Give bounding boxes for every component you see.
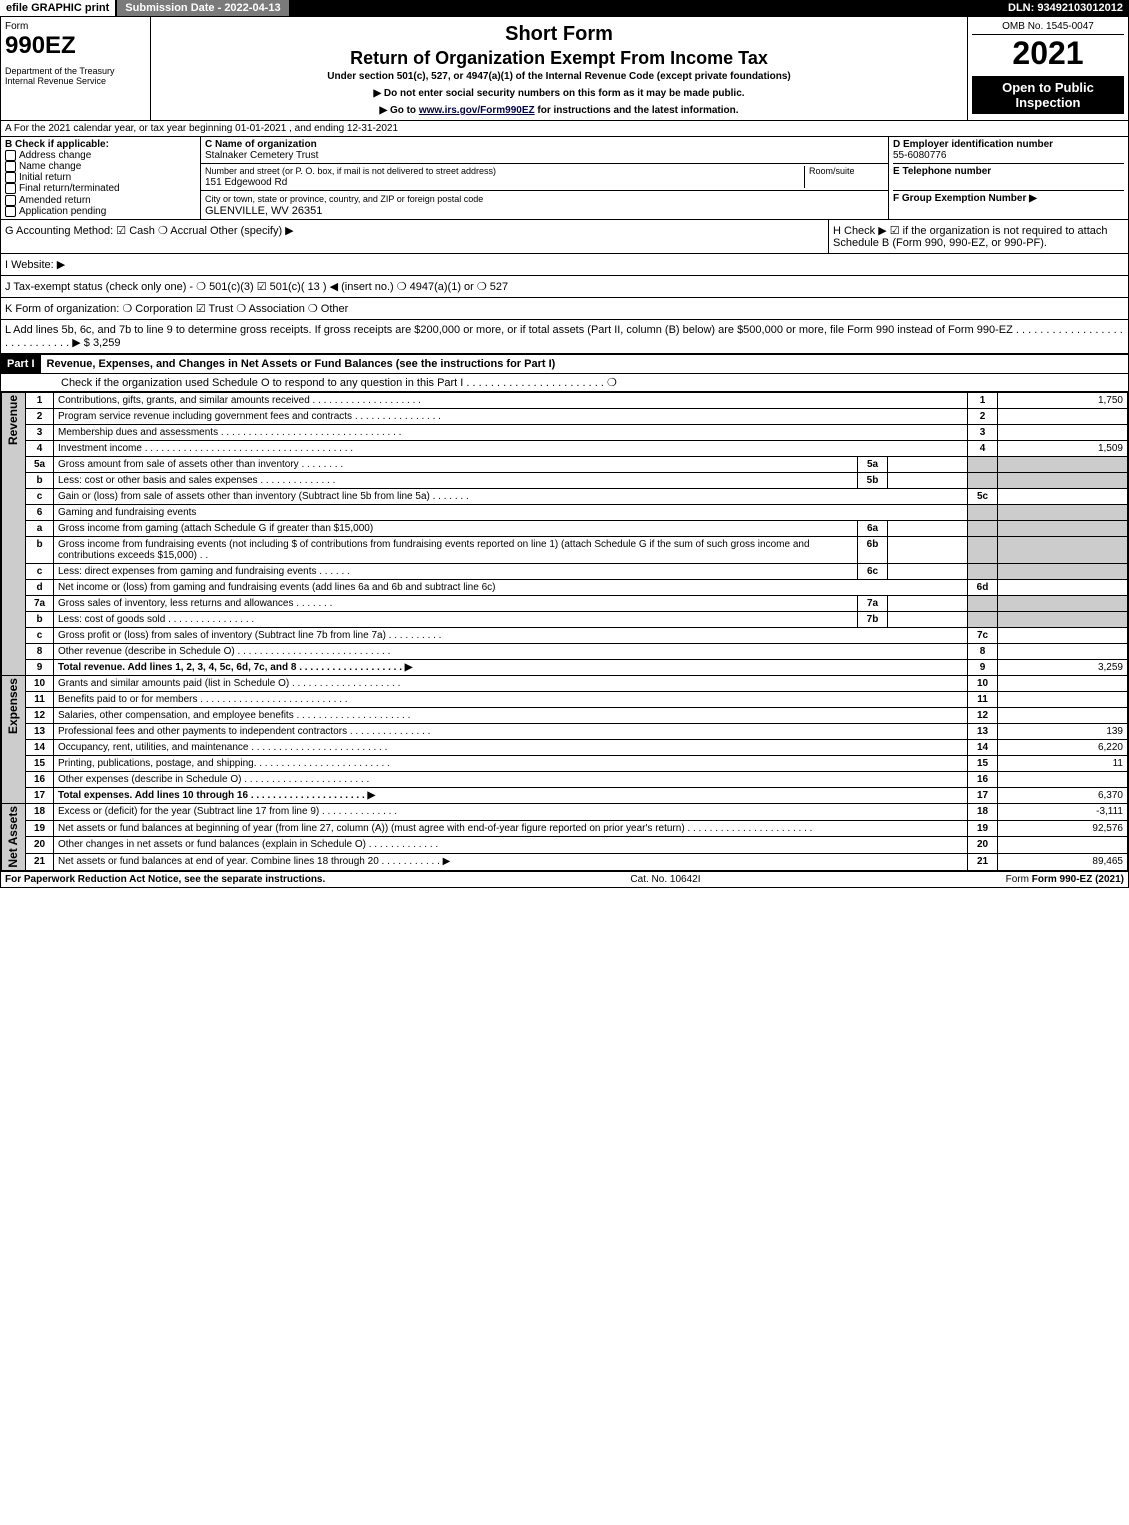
line-3: 3Membership dues and assessments . . . .… [2, 425, 1128, 441]
top-bar: efile GRAPHIC print Submission Date - 20… [0, 0, 1129, 16]
section-a: A For the 2021 calendar year, or tax yea… [1, 121, 1128, 137]
amount-2 [998, 409, 1128, 425]
line-6d: dNet income or (loss) from gaming and fu… [2, 580, 1128, 596]
irs-link[interactable]: www.irs.gov/Form990EZ [419, 105, 535, 116]
part1-header: Part I Revenue, Expenses, and Changes in… [1, 354, 1128, 374]
line-18: Net Assets18Excess or (deficit) for the … [2, 804, 1128, 821]
checkbox-address-change[interactable]: Address change [5, 150, 196, 161]
section-c: C Name of organization Stalnaker Cemeter… [201, 137, 888, 219]
section-h: H Check ▶ ☑ if the organization is not r… [828, 220, 1128, 253]
amount-1: 1,750 [998, 393, 1128, 409]
city: GLENVILLE, WV 26351 [205, 205, 322, 217]
subtitle: Under section 501(c), 527, or 4947(a)(1)… [155, 71, 963, 82]
part1-table: Revenue1Contributions, gifts, grants, an… [1, 392, 1128, 871]
section-j: J Tax-exempt status (check only one) - ❍… [1, 276, 1128, 298]
checkbox-application-pending[interactable]: Application pending [5, 206, 196, 217]
form-header: Form 990EZ Department of the Treasury In… [1, 17, 1128, 121]
amount-10 [998, 676, 1128, 692]
sections-bcdef: B Check if applicable: Address changeNam… [1, 137, 1128, 220]
side-net-assets: Net Assets [2, 804, 26, 871]
checkbox-amended-return[interactable]: Amended return [5, 195, 196, 206]
omb-number: OMB No. 1545-0047 [972, 21, 1124, 35]
amount-15: 11 [998, 756, 1128, 772]
sections-def: D Employer identification number 55-6080… [888, 137, 1128, 219]
line-20: 20Other changes in net assets or fund ba… [2, 837, 1128, 854]
line-9: 9Total revenue. Add lines 1, 2, 3, 4, 5c… [2, 660, 1128, 676]
form-code: 990EZ [5, 32, 146, 60]
checkbox-name-change[interactable]: Name change [5, 161, 196, 172]
amount-16 [998, 772, 1128, 788]
section-i: I Website: ▶ [1, 254, 1128, 276]
line-2: 2Program service revenue including gover… [2, 409, 1128, 425]
submission-date: Submission Date - 2022-04-13 [115, 0, 290, 16]
tax-year: 2021 [972, 35, 1124, 72]
ein: 55-6080776 [893, 150, 946, 161]
side-revenue: Revenue [2, 393, 26, 676]
line-10: Expenses10Grants and similar amounts pai… [2, 676, 1128, 692]
amount-11 [998, 692, 1128, 708]
amount-8 [998, 644, 1128, 660]
section-l: L Add lines 5b, 6c, and 7b to line 9 to … [1, 320, 1128, 354]
line-5c: cGain or (loss) from sale of assets othe… [2, 489, 1128, 505]
line-21: 21Net assets or fund balances at end of … [2, 853, 1128, 870]
line-4: 4Investment income . . . . . . . . . . .… [2, 441, 1128, 457]
amount-9: 3,259 [998, 660, 1128, 676]
efile-label[interactable]: efile GRAPHIC print [0, 0, 115, 16]
section-k: K Form of organization: ❍ Corporation ☑ … [1, 298, 1128, 320]
line-12: 12Salaries, other compensation, and empl… [2, 708, 1128, 724]
line-7c: cGross profit or (loss) from sales of in… [2, 628, 1128, 644]
line-7b: bLess: cost of goods sold . . . . . . . … [2, 612, 1128, 628]
amount-20 [998, 837, 1128, 854]
line-7a: 7aGross sales of inventory, less returns… [2, 596, 1128, 612]
line-1: Revenue1Contributions, gifts, grants, an… [2, 393, 1128, 409]
note-ssn: ▶ Do not enter social security numbers o… [155, 88, 963, 99]
line-16: 16Other expenses (describe in Schedule O… [2, 772, 1128, 788]
line-6: 6Gaming and fundraising events [2, 505, 1128, 521]
line-8: 8Other revenue (describe in Schedule O) … [2, 644, 1128, 660]
amount-6d [998, 580, 1128, 596]
amount-12 [998, 708, 1128, 724]
line-15: 15Printing, publications, postage, and s… [2, 756, 1128, 772]
section-g: G Accounting Method: ☑ Cash ❍ Accrual Ot… [1, 220, 828, 253]
inspection-badge: Open to Public Inspection [972, 76, 1124, 114]
title-return: Return of Organization Exempt From Incom… [155, 48, 963, 69]
amount-14: 6,220 [998, 740, 1128, 756]
line-14: 14Occupancy, rent, utilities, and mainte… [2, 740, 1128, 756]
dln: DLN: 93492103012012 [1002, 0, 1129, 16]
side-expenses: Expenses [2, 676, 26, 804]
amount-21: 89,465 [998, 853, 1128, 870]
line-17: 17Total expenses. Add lines 10 through 1… [2, 788, 1128, 804]
street: 151 Edgewood Rd [205, 177, 287, 188]
line-19: 19Net assets or fund balances at beginni… [2, 820, 1128, 837]
line-5b: bLess: cost or other basis and sales exp… [2, 473, 1128, 489]
section-b: B Check if applicable: Address changeNam… [1, 137, 201, 219]
note-link: ▶ Go to www.irs.gov/Form990EZ for instru… [155, 105, 963, 116]
line-5a: 5aGross amount from sale of assets other… [2, 457, 1128, 473]
line-13: 13Professional fees and other payments t… [2, 724, 1128, 740]
amount-19: 92,576 [998, 820, 1128, 837]
form-label: Form [5, 21, 146, 32]
amount-4: 1,509 [998, 441, 1128, 457]
checkbox-final-return-terminated[interactable]: Final return/terminated [5, 183, 196, 194]
amount-17: 6,370 [998, 788, 1128, 804]
line-6c: cLess: direct expenses from gaming and f… [2, 564, 1128, 580]
sections-gh: G Accounting Method: ☑ Cash ❍ Accrual Ot… [1, 220, 1128, 254]
org-name: Stalnaker Cemetery Trust [205, 150, 318, 161]
footer: For Paperwork Reduction Act Notice, see … [1, 871, 1128, 887]
amount-3 [998, 425, 1128, 441]
form-outer: Form 990EZ Department of the Treasury In… [0, 16, 1129, 888]
part1-check: Check if the organization used Schedule … [1, 374, 1128, 392]
amount-13: 139 [998, 724, 1128, 740]
line-6b: bGross income from fundraising events (n… [2, 537, 1128, 564]
gross-receipts: 3,259 [93, 337, 121, 349]
line-11: 11Benefits paid to or for members . . . … [2, 692, 1128, 708]
line-6a: aGross income from gaming (attach Schedu… [2, 521, 1128, 537]
title-short-form: Short Form [155, 23, 963, 46]
dept: Department of the Treasury Internal Reve… [5, 66, 146, 86]
amount-18: -3,111 [998, 804, 1128, 821]
checkbox-initial-return[interactable]: Initial return [5, 172, 196, 183]
amount-7c [998, 628, 1128, 644]
amount-5c [998, 489, 1128, 505]
